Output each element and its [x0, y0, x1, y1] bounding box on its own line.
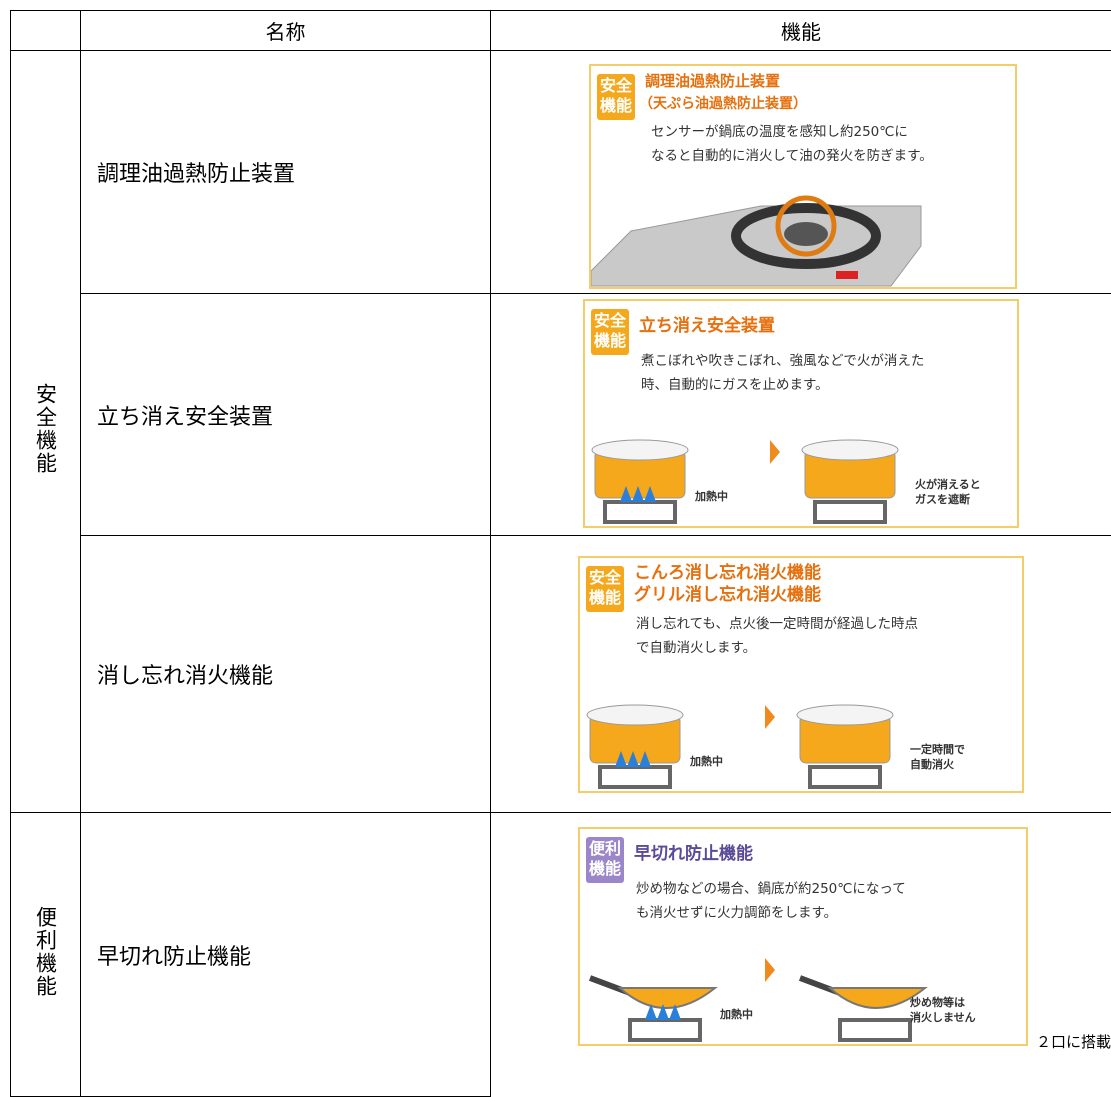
function-cell: 便利 機能 早切れ防止機能炒め物などの場合、鍋底が約250℃になって も消火せずに火力…	[490, 812, 1111, 1097]
panel-description: 煮こぼれや吹きこぼれ、強風などで火が消えた	[641, 353, 924, 369]
name-cell: 調理油過熱防止装置	[80, 50, 491, 294]
stand	[628, 1018, 702, 1042]
header-cell	[10, 10, 81, 51]
stand	[603, 500, 677, 524]
pot-lid	[591, 439, 689, 461]
badge-text: 安全	[594, 311, 627, 330]
name-cell: 立ち消え安全装置	[80, 293, 491, 536]
group-cell: 安全機能	[10, 50, 81, 813]
badge-text: 便利	[589, 839, 621, 858]
panel-title: 調理油過熱防止装置	[645, 72, 780, 90]
pan	[617, 987, 718, 1009]
stand	[838, 1018, 912, 1042]
badge-text: 安全	[589, 568, 622, 587]
badge-text: 安全	[600, 76, 633, 95]
feature-table: 名称 機能 安全機能 調理油過熱防止装置 安全 機能 調理油過熱防止装置 （天ぷら油過熱防…	[10, 10, 1111, 1097]
knob	[836, 271, 858, 279]
caption: 加熱中	[694, 489, 728, 503]
table-row: 消し忘れ消火機能 安全 機能 こんろ消し忘れ消火機能 グリル消し忘れ消火機能 消し忘れても…	[11, 535, 1111, 813]
flame	[620, 486, 656, 502]
caption: 消火しません	[910, 1010, 976, 1024]
name-cell: 早切れ防止機能	[80, 812, 491, 1097]
caption: 一定時間で	[910, 742, 965, 756]
pot-lid	[801, 439, 899, 461]
panel-title: 早切れ防止機能	[634, 843, 753, 864]
stove-top	[590, 205, 922, 287]
flame	[645, 1004, 681, 1020]
pot-lid	[586, 704, 684, 726]
panel-description: 時、自動的にガスを止めます。	[641, 377, 829, 393]
group-label: 便利機能	[33, 906, 58, 998]
panel-title: 立ち消え安全装置	[639, 315, 775, 336]
panel-title: グリル消し忘れ消火機能	[634, 584, 821, 605]
stand	[813, 500, 887, 524]
illustration: 便利機能早切れ防止機能炒め物などの場合、鍋底が約250℃になっても消火せずに火力…	[586, 837, 976, 1042]
badge-text: 機能	[600, 96, 632, 115]
name-cell: 消し忘れ消火機能	[80, 535, 491, 813]
illustration: 安全機能立ち消え安全装置煮こぼれや吹きこぼれ、強風などで火が消えた時、自動的にガ…	[591, 309, 981, 524]
burner-grate	[731, 203, 881, 269]
caption: 自動消火	[910, 757, 955, 771]
badge-text: 機能	[589, 588, 621, 607]
pan	[827, 987, 928, 1009]
caption: 炒め物等は	[910, 995, 965, 1009]
panel-description: 消し忘れても、点火後一定時間が経過した時点	[636, 616, 918, 632]
panel-description: 炒め物などの場合、鍋底が約250℃になって	[636, 881, 906, 897]
illustration-panel: 安全 機能 こんろ消し忘れ消火機能 グリル消し忘れ消火機能消し忘れても、点火後一定時間…	[578, 556, 1024, 793]
caption: 加熱中	[689, 754, 723, 768]
badge	[586, 566, 624, 612]
header-row: 名称 機能	[10, 10, 1111, 51]
pot-lid	[796, 704, 894, 726]
table-row: 安全機能 調理油過熱防止装置 安全 機能 調理油過熱防止装置 （天ぷら油過熱防止装置） セン…	[10, 50, 1111, 813]
table-body: 名称 機能 安全機能 調理油過熱防止装置 安全 機能 調理油過熱防止装置 （天ぷら油過熱防…	[10, 10, 1111, 1097]
table-row: 便利機能 早切れ防止機能 便利 機能 早切れ防止機能 炒め物などの場合、鍋底が約250℃に…	[10, 812, 1111, 1097]
function-cell: 安全 機能 こんろ消し忘れ消火機能 グリル消し忘れ消火機能消し忘れても、点火後一定時間…	[490, 535, 1111, 813]
panel-description: も消火せずに火力調節をします。	[636, 905, 837, 921]
group-label: 安全機能	[33, 383, 58, 475]
badge-text: 機能	[589, 859, 621, 878]
illustration-panel: 安全 機能 調理油過熱防止装置 （天ぷら油過熱防止装置） センサーが鍋底の温度を感知し約…	[589, 64, 1017, 289]
caption: ガスを遮断	[915, 492, 970, 506]
sensor-ring	[775, 195, 837, 257]
arrow	[770, 440, 780, 464]
illustration-panel: 便利 機能 早切れ防止機能炒め物などの場合、鍋底が約250℃になって も消火せずに火力…	[578, 827, 1028, 1046]
illustration-panel: 安全 機能 立ち消え安全装置煮こぼれや吹きこぼれ、強風などで火が消えた 時、自動的にガ…	[583, 299, 1019, 528]
group-cell: 便利機能	[10, 812, 81, 1097]
badge-text: 機能	[594, 331, 626, 350]
flame	[615, 751, 651, 767]
panel-description: センサーが鍋底の温度を感知し約250℃に	[651, 123, 908, 140]
arrow	[765, 705, 775, 729]
panel-description: で自動消火します。	[636, 640, 756, 656]
caption: 火が消えると	[915, 477, 981, 491]
illustration: 安全機能こんろ消し忘れ消火機能グリル消し忘れ消火機能消し忘れても、点火後一定時間…	[586, 562, 965, 789]
panel-title: こんろ消し忘れ消火機能	[634, 562, 821, 583]
arrow	[765, 958, 775, 982]
table-row: 立ち消え安全装置 安全 機能 立ち消え安全装置 煮こぼれや吹きこぼれ、強風などで火が消え…	[11, 293, 1111, 536]
panel-title: （天ぷら油過熱防止装置）	[639, 95, 807, 112]
panel-description: なると自動的に消火して油の発火を防ぎます。	[651, 148, 933, 164]
function-cell: 安全 機能 調理油過熱防止装置 （天ぷら油過熱防止装置） センサーが鍋底の温度を感知し約…	[490, 50, 1111, 294]
badge	[597, 74, 635, 120]
burner	[784, 222, 828, 246]
caption: 加熱中	[719, 1007, 753, 1021]
stand	[808, 765, 882, 789]
header-cell: 機能	[490, 10, 1111, 51]
badge	[591, 309, 629, 355]
badge	[586, 837, 624, 883]
note: ２口に搭載	[1036, 1033, 1111, 1051]
header-cell: 名称	[80, 10, 491, 51]
stand	[598, 765, 672, 789]
function-cell: 安全 機能 立ち消え安全装置煮こぼれや吹きこぼれ、強風などで火が消えた 時、自動的にガ…	[490, 293, 1111, 536]
